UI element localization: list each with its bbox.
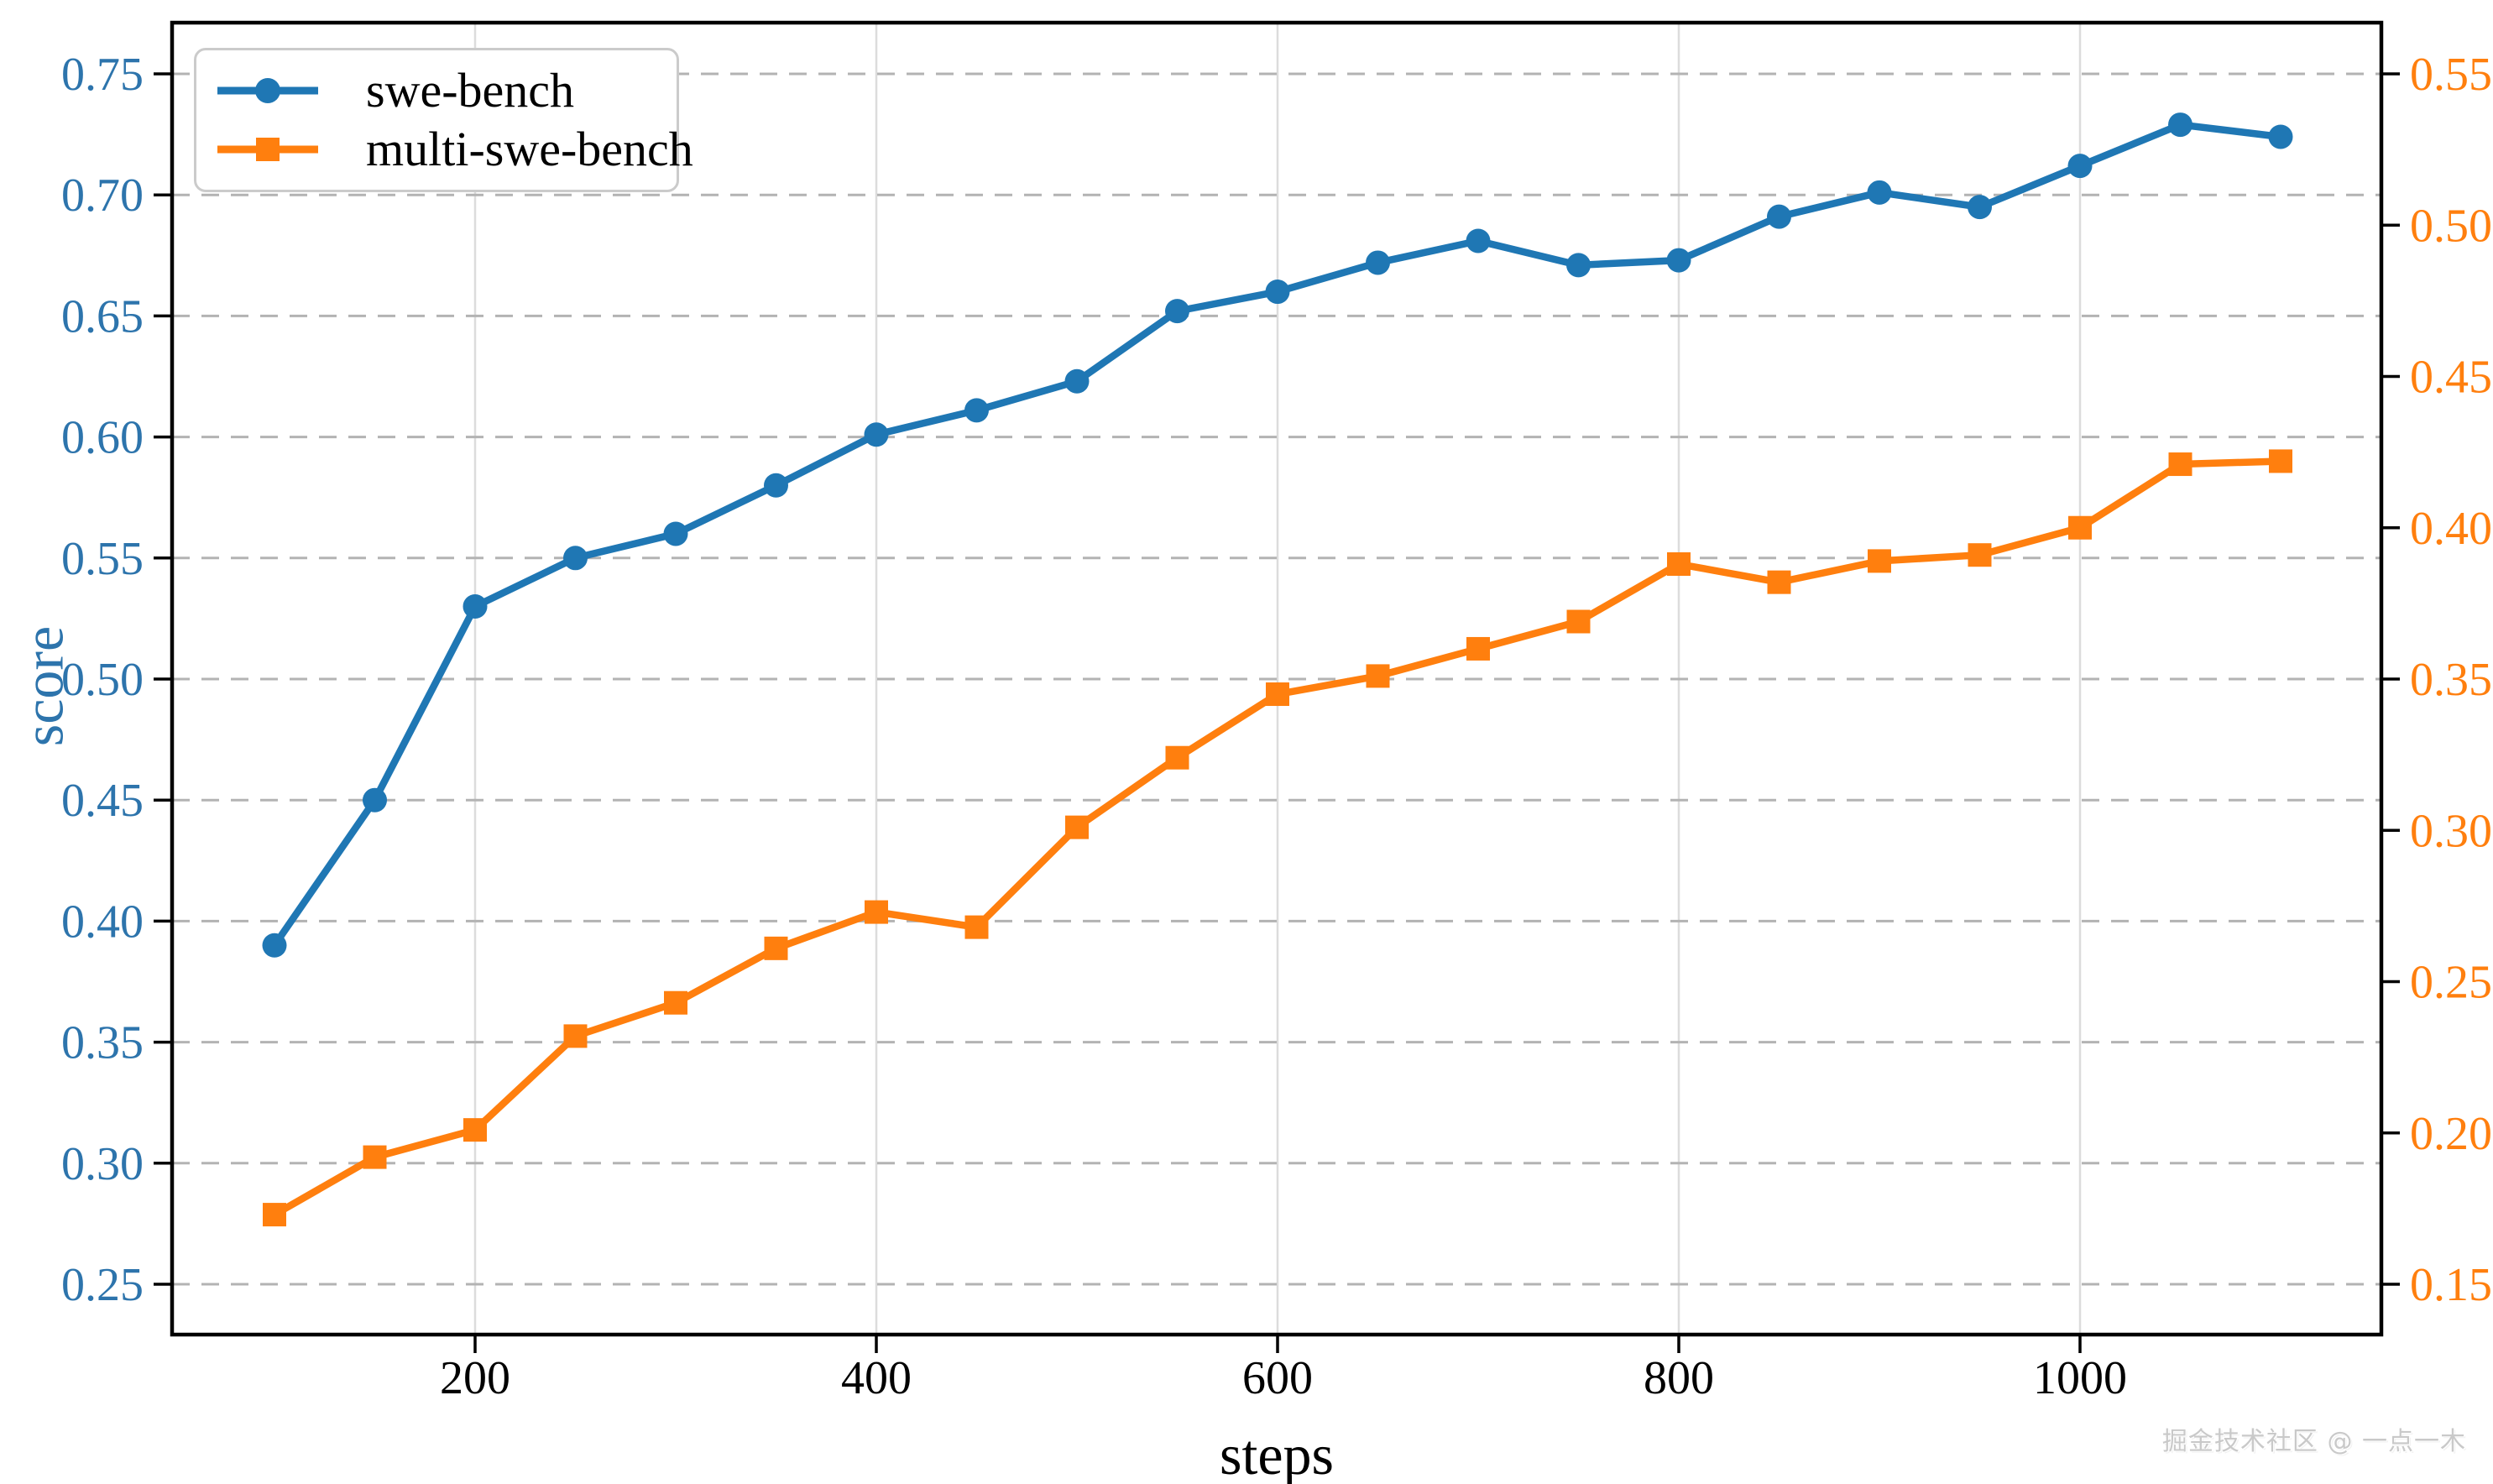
data-point-swe-bench — [764, 473, 788, 498]
x-axis-tick-label: 400 — [841, 1352, 912, 1404]
data-point-swe-bench — [1265, 280, 1290, 305]
swe-bench-line-sample-icon — [217, 77, 318, 103]
data-point-multi-swe-bench — [865, 900, 888, 924]
data-point-swe-bench — [262, 933, 287, 958]
data-point-swe-bench — [1968, 195, 1992, 220]
data-point-multi-swe-bench — [964, 915, 989, 939]
left-axis-tick-label: 0.70 — [61, 170, 144, 222]
left-axis-tick-label: 0.35 — [61, 1017, 144, 1069]
x-axis-tick-label: 200 — [440, 1352, 510, 1404]
x-axis-tick-label: 800 — [1644, 1352, 1714, 1404]
data-point-swe-bench — [1064, 368, 1090, 394]
data-point-multi-swe-bench — [463, 1118, 487, 1142]
left-axis-tick-label: 0.30 — [61, 1138, 144, 1190]
data-point-multi-swe-bench — [1868, 549, 1891, 573]
data-point-swe-bench — [1366, 250, 1390, 275]
data-point-multi-swe-bench — [263, 1203, 286, 1227]
x-axis-tick-label: 1000 — [2033, 1352, 2127, 1404]
left-axis-tick-label: 0.60 — [61, 412, 144, 464]
data-point-swe-bench — [2168, 112, 2192, 138]
right-axis-tick-label: 0.45 — [2410, 352, 2492, 404]
data-point-swe-bench — [1165, 299, 1189, 324]
right-axis-tick-label: 0.35 — [2410, 654, 2492, 706]
data-point-multi-swe-bench — [1266, 682, 1289, 707]
data-point-swe-bench — [1466, 228, 1491, 253]
left-axis-tick-label: 0.55 — [61, 533, 144, 585]
data-point-swe-bench — [2268, 124, 2293, 149]
data-point-swe-bench — [864, 422, 889, 447]
data-point-multi-swe-bench — [1065, 815, 1089, 839]
data-point-multi-swe-bench — [1667, 552, 1691, 577]
right-axis-tick-label: 0.15 — [2410, 1259, 2492, 1311]
data-point-multi-swe-bench — [764, 936, 788, 960]
left-axis-tick-label: 0.75 — [61, 49, 144, 101]
data-point-multi-swe-bench — [1566, 609, 1591, 634]
data-point-multi-swe-bench — [1165, 745, 1189, 770]
data-point-swe-bench — [1566, 253, 1591, 278]
data-point-swe-bench — [663, 521, 688, 546]
left-axis-tick-label: 0.45 — [61, 775, 144, 827]
legend: swe-bench multi-swe-bench — [194, 48, 693, 192]
data-point-swe-bench — [1867, 180, 1892, 205]
data-point-multi-swe-bench — [363, 1145, 387, 1169]
data-point-swe-bench — [2067, 154, 2093, 179]
right-axis-tick-label: 0.30 — [2410, 805, 2492, 857]
data-point-multi-swe-bench — [1767, 570, 1791, 594]
data-point-multi-swe-bench — [1366, 664, 1390, 688]
legend-entry-multi-swe-bench: multi-swe-bench — [205, 125, 693, 174]
right-axis-tick-label: 0.40 — [2410, 503, 2492, 555]
left-axis-tick-label: 0.40 — [61, 896, 144, 948]
multi-swe-bench-line-sample-icon — [217, 138, 318, 162]
y-axis-title: score — [11, 625, 76, 747]
right-axis-tick-label: 0.50 — [2410, 200, 2492, 252]
left-axis-tick-label: 0.25 — [61, 1259, 144, 1311]
data-point-multi-swe-bench — [2168, 452, 2192, 477]
legend-entry-swe-bench: swe-bench — [205, 62, 668, 118]
left-axis-tick-label: 0.65 — [61, 290, 144, 342]
data-point-multi-swe-bench — [1968, 543, 1992, 567]
legend-label-multi-swe-bench: multi-swe-bench — [366, 122, 693, 177]
legend-label-swe-bench: swe-bench — [366, 62, 575, 118]
data-point-multi-swe-bench — [2269, 449, 2292, 473]
watermark-text: 掘金技术社区 @ 一点一木 — [2161, 1427, 2466, 1456]
data-point-swe-bench — [363, 787, 387, 813]
data-point-multi-swe-bench — [1466, 636, 1490, 661]
right-axis-tick-label: 0.55 — [2410, 49, 2492, 101]
data-point-swe-bench — [463, 593, 488, 619]
x-axis-title: steps — [1220, 1423, 1334, 1484]
left-axis-tick-label: 0.50 — [61, 654, 144, 706]
right-axis-tick-label: 0.25 — [2410, 957, 2492, 1009]
data-point-swe-bench — [563, 546, 588, 571]
right-axis-tick-label: 0.20 — [2410, 1108, 2492, 1160]
data-point-multi-swe-bench — [664, 990, 687, 1015]
x-axis-tick-label: 600 — [1242, 1352, 1313, 1404]
data-point-multi-swe-bench — [563, 1024, 588, 1048]
data-point-swe-bench — [1767, 204, 1791, 229]
data-point-multi-swe-bench — [2068, 515, 2092, 540]
data-point-swe-bench — [1666, 248, 1691, 273]
data-point-swe-bench — [964, 398, 989, 423]
